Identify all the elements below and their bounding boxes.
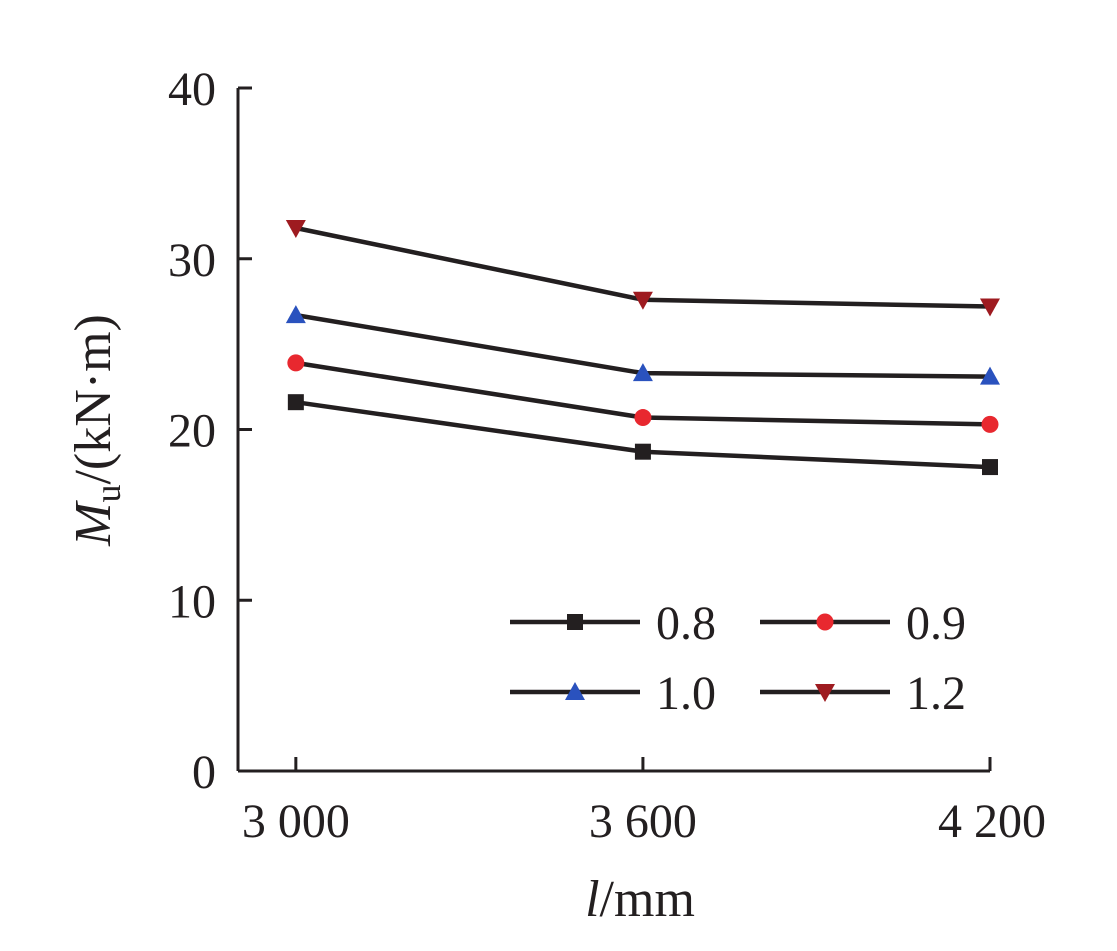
series-0.8 [287,394,998,476]
data-point [287,394,304,411]
y-axis-title-symbol: M [65,500,122,547]
y-tick-label: 10 [168,575,216,628]
legend-item-1.0: 1.0 [510,667,716,720]
data-point [287,354,305,372]
x-tick-label: 3 000 [242,795,350,848]
data-point [981,415,999,433]
legend-label: 1.0 [656,667,716,720]
y-tick-label: 20 [168,405,216,458]
legend-marker [565,682,585,700]
legend-item-0.8: 0.8 [510,597,716,650]
series-group [285,220,1000,476]
legend-label: 0.9 [906,597,966,650]
data-point [632,363,653,382]
y-tick-label: 40 [168,63,216,116]
y-axis-title-unit: /(kN·m) [65,314,122,484]
legend-label: 0.8 [656,597,716,650]
series-1.2 [285,220,1000,317]
x-axis-title: l/mm [585,871,695,928]
x-axis-title-unit: /mm [600,871,695,928]
legend-marker [815,684,835,702]
legend-item-0.9: 0.9 [760,597,966,650]
data-point [980,298,1000,317]
axes [236,88,990,773]
y-tick-label: 30 [168,234,216,287]
x-axis-ticks: 3 000 3 600 4 200 [242,757,1046,848]
data-point [285,220,306,239]
data-point [982,459,998,476]
series-1.0 [285,305,1000,385]
series-0.9 [287,354,999,433]
data-point [634,443,651,460]
legend: 0.8 0.9 1.0 1.2 [510,597,966,720]
legend-marker [567,614,583,630]
y-axis-title-subscript: u [88,485,128,503]
data-point [285,305,306,324]
legend-label: 1.2 [906,667,966,720]
x-axis-title-symbol: l [585,871,599,928]
y-axis-title: Mu/(kN·m) [65,314,128,547]
data-point [632,291,653,310]
data-point [980,366,1000,385]
legend-item-1.2: 1.2 [760,667,966,720]
y-axis-ticks: 0 10 20 30 40 [168,63,252,799]
data-point [634,409,652,427]
legend-marker [816,613,834,631]
y-tick-label: 0 [192,746,216,799]
x-tick-label: 4 200 [938,795,1046,848]
x-tick-label: 3 600 [589,795,697,848]
